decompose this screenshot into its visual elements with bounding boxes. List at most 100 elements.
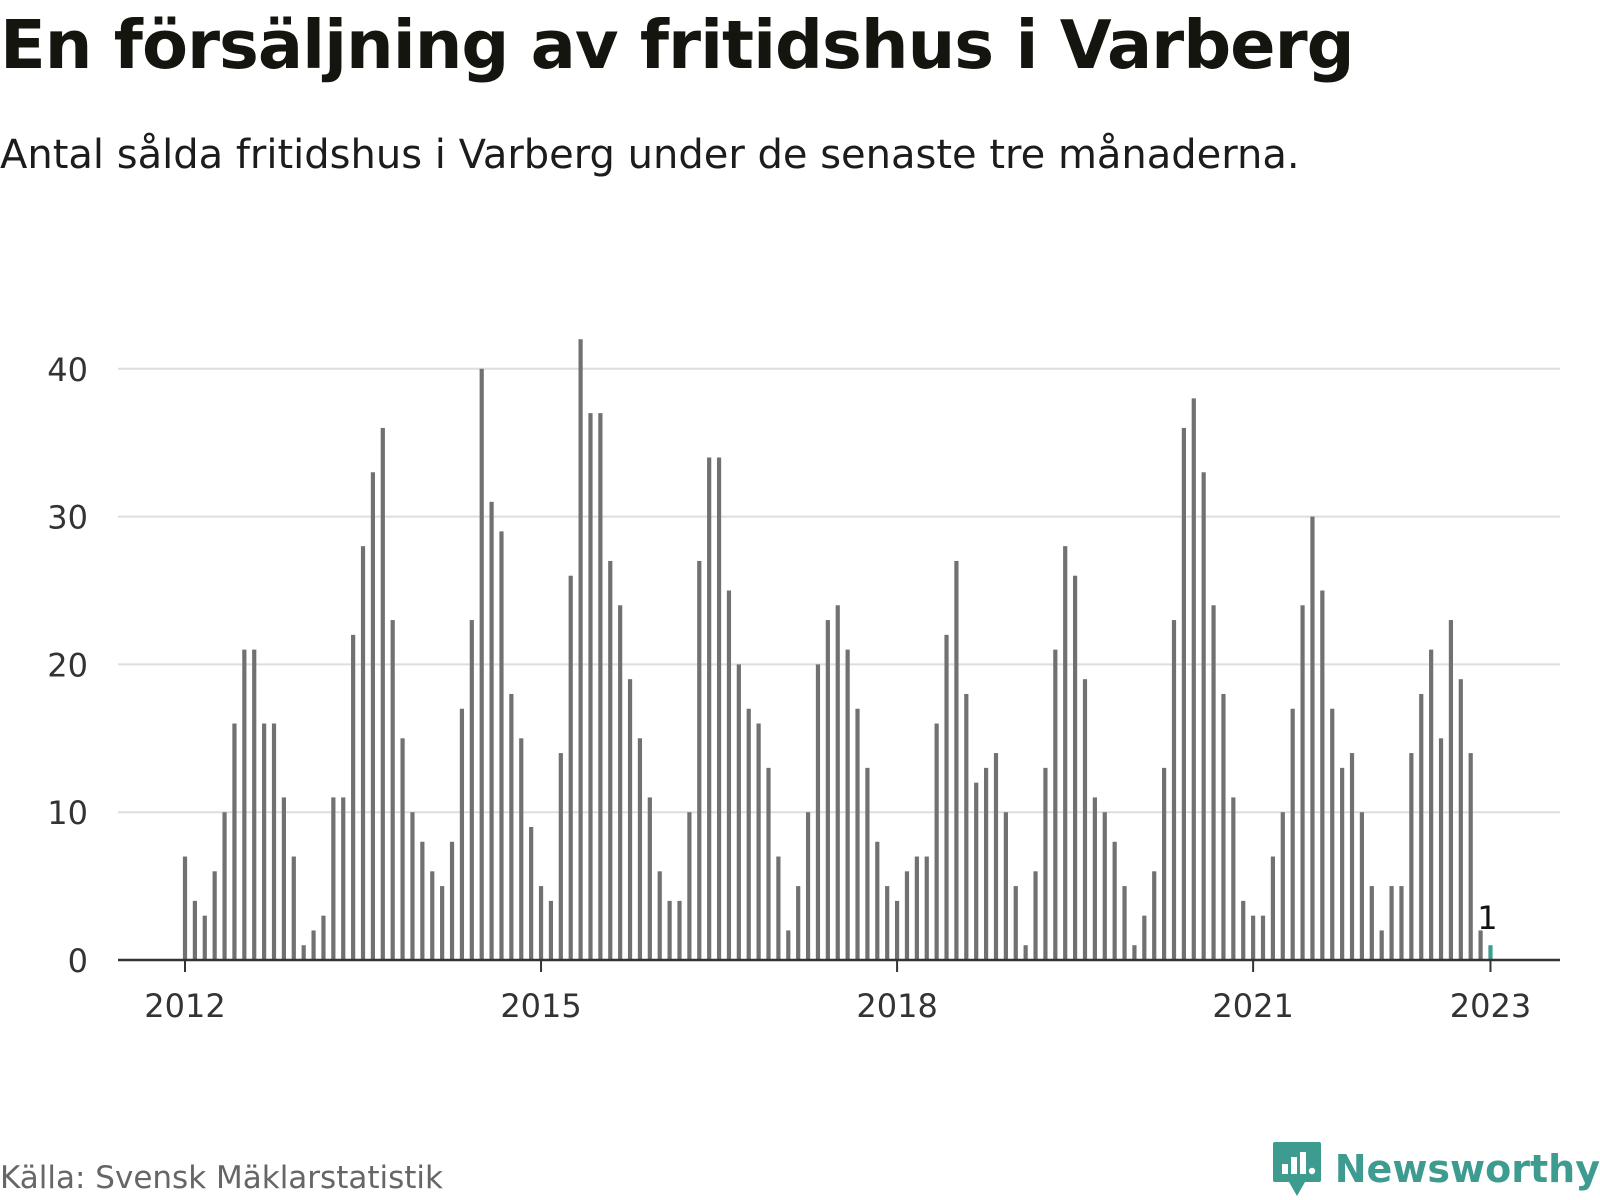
bar xyxy=(538,886,544,960)
newsworthy-logo-icon xyxy=(1272,1142,1321,1196)
bar xyxy=(519,738,524,960)
bar xyxy=(1478,930,1483,960)
bar xyxy=(370,472,376,960)
bar xyxy=(1132,945,1137,960)
bar xyxy=(242,649,247,960)
data-label-last: 1 xyxy=(1477,899,1497,937)
bar xyxy=(1102,812,1107,960)
bar xyxy=(459,708,465,960)
bar xyxy=(944,634,949,960)
bar xyxy=(1349,753,1355,960)
bar xyxy=(1270,856,1275,960)
bar-highlight xyxy=(1488,945,1493,960)
x-tick-label: 2015 xyxy=(500,987,581,1025)
bar xyxy=(192,900,197,960)
bar xyxy=(1280,812,1285,960)
bar xyxy=(281,797,286,960)
bar xyxy=(914,856,919,960)
chart-title: En försäljning av fritidshus i Varberg xyxy=(0,6,1355,84)
bar xyxy=(1063,546,1068,960)
bar xyxy=(212,871,217,960)
bar xyxy=(687,812,692,960)
bar xyxy=(380,427,385,960)
bar xyxy=(766,767,771,960)
bar xyxy=(291,856,296,960)
bar xyxy=(1290,708,1295,960)
y-tick-label: 20 xyxy=(47,646,88,684)
bar xyxy=(558,753,563,960)
bar xyxy=(983,767,989,960)
bar xyxy=(697,560,702,960)
bar xyxy=(440,886,445,960)
bar xyxy=(341,797,346,960)
bar xyxy=(1369,886,1374,960)
bar xyxy=(489,501,494,960)
bar xyxy=(707,457,712,960)
bar xyxy=(647,797,652,960)
x-tick-label: 2021 xyxy=(1212,987,1293,1025)
bar xyxy=(1023,945,1028,960)
bar xyxy=(716,457,722,960)
bar xyxy=(786,930,791,960)
bar xyxy=(420,841,425,960)
bar xyxy=(627,679,633,960)
bar xyxy=(618,605,623,960)
bar xyxy=(1340,767,1345,960)
bar xyxy=(865,767,870,960)
x-axis-ticks: 2012 2015 2018 2021 2023 xyxy=(144,960,1531,1025)
bar xyxy=(1092,797,1097,960)
bar xyxy=(1458,679,1463,960)
bar xyxy=(321,915,326,960)
data-labels: 1 xyxy=(1477,899,1497,937)
bar xyxy=(776,856,781,960)
bar xyxy=(1320,590,1325,960)
bar xyxy=(1073,575,1078,960)
bar xyxy=(835,605,840,960)
bar xyxy=(1468,753,1473,960)
bar xyxy=(1122,886,1127,960)
bar xyxy=(1211,605,1216,960)
bar xyxy=(1379,930,1384,960)
y-tick-label: 30 xyxy=(47,499,88,537)
bar xyxy=(964,693,969,960)
bar xyxy=(1448,620,1454,960)
bar xyxy=(331,797,336,960)
bar xyxy=(845,649,850,960)
bar xyxy=(855,708,860,960)
bar xyxy=(924,856,929,960)
bar xyxy=(1162,767,1167,960)
bar xyxy=(469,620,474,960)
bar xyxy=(736,664,741,960)
bar xyxy=(1330,708,1335,960)
bar xyxy=(351,634,356,960)
bar xyxy=(1300,605,1305,960)
bar xyxy=(202,915,207,960)
bar xyxy=(271,723,277,960)
bar xyxy=(894,900,900,960)
bar xyxy=(1013,886,1018,960)
bars xyxy=(182,339,1493,960)
bar xyxy=(954,560,959,960)
bar xyxy=(360,546,366,960)
bar xyxy=(1221,693,1226,960)
y-tick-label: 0 xyxy=(68,942,88,980)
bar xyxy=(1409,753,1414,960)
bar xyxy=(1171,620,1177,960)
brand-name: Newsworthy xyxy=(1334,1147,1600,1191)
bar xyxy=(805,812,811,960)
bar xyxy=(756,723,761,960)
bar xyxy=(1429,649,1434,960)
bar xyxy=(252,649,257,960)
bar xyxy=(657,871,662,960)
x-tick-label: 2012 xyxy=(144,987,225,1025)
bar xyxy=(479,368,484,960)
bar xyxy=(974,782,979,960)
x-tick-label: 2023 xyxy=(1450,987,1531,1025)
bar xyxy=(1033,871,1038,960)
bar xyxy=(390,620,395,960)
bar xyxy=(449,841,455,960)
bar xyxy=(1043,767,1048,960)
bar xyxy=(568,575,573,960)
bar xyxy=(1181,427,1186,960)
